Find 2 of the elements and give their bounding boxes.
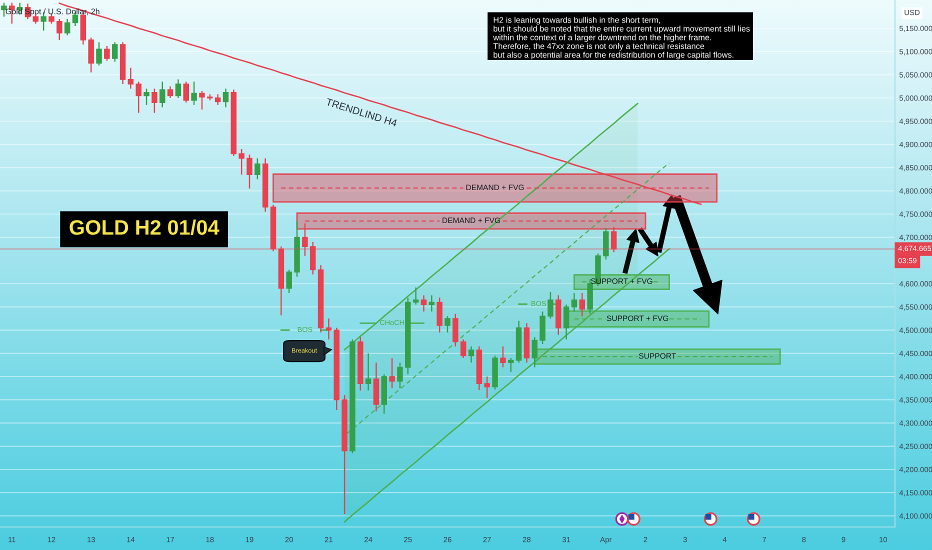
text: GOLD H2 01/04: [70, 220, 220, 236]
annotation: H2 is leaning towards bullish in the short term, but it should be noted that the entire current upward movement still lies within the context of a larger downtrend on the higher frame. Therefore, the 47xx zone is not only a technical resistance but also a potential area for the redistribution of large capital flows.: [493, 16, 750, 60]
